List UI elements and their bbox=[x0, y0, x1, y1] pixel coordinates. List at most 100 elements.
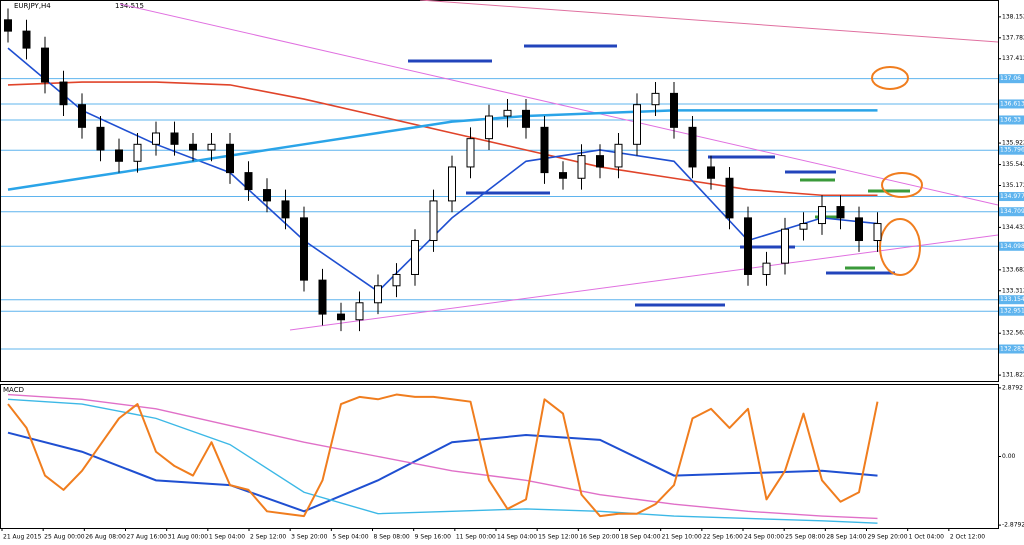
level-label: 132.283 bbox=[1000, 346, 1024, 353]
candle-body bbox=[485, 115, 493, 140]
candle-body bbox=[596, 155, 604, 168]
candle-body bbox=[540, 126, 549, 174]
level-label-box bbox=[999, 207, 1024, 217]
x-tick-label: 5 Sep 04:00 bbox=[332, 534, 368, 541]
x-tick-label: 2 Sep 12:00 bbox=[250, 534, 286, 541]
main-frame bbox=[0, 0, 999, 382]
candle-body bbox=[374, 285, 382, 304]
candle-body bbox=[4, 19, 12, 32]
y-tick-label: 131.822 bbox=[1002, 372, 1024, 379]
x-tick-label: 1 Sep 04:00 bbox=[209, 534, 245, 541]
candle-body bbox=[448, 166, 456, 202]
x-tick-label: 18 Sep 04:00 bbox=[621, 534, 661, 541]
candle-body bbox=[781, 228, 789, 264]
candle-body bbox=[41, 47, 49, 83]
y-tick-label: 134.432 bbox=[1002, 224, 1024, 231]
level-label: 134.098 bbox=[1000, 243, 1024, 250]
y-tick-label: 135.542 bbox=[1002, 161, 1024, 168]
candle-body bbox=[744, 217, 752, 275]
y-tick-label: 132.562 bbox=[1002, 330, 1024, 337]
candle-body bbox=[836, 206, 845, 219]
level-label: 133.154 bbox=[1000, 296, 1024, 303]
candle-body bbox=[170, 132, 179, 145]
level-label: 135.796 bbox=[1000, 147, 1024, 154]
x-tick-label: 25 Aug 00:00 bbox=[44, 534, 85, 541]
level-label-box bbox=[999, 99, 1024, 109]
annotation bbox=[119, 3, 999, 206]
macd-line bbox=[7, 431, 878, 513]
level-label-box bbox=[999, 74, 1024, 84]
candle-body bbox=[429, 200, 438, 242]
x-tick-label: 1 Oct 04:00 bbox=[909, 534, 944, 541]
candle-body bbox=[96, 126, 105, 151]
y-tick-label: 135.172 bbox=[1002, 182, 1024, 189]
candle-body bbox=[411, 240, 419, 275]
candle-body bbox=[873, 223, 882, 242]
candle-body bbox=[725, 177, 734, 219]
y-tick-label: 0.00 bbox=[1002, 453, 1016, 460]
y-tick-label: 135.922 bbox=[1002, 140, 1024, 147]
candle-body bbox=[300, 217, 308, 281]
candle-body bbox=[651, 92, 660, 106]
level-label: 134.709 bbox=[1000, 208, 1024, 215]
candle-body bbox=[633, 104, 641, 145]
x-tick-label: 15 Sep 12:00 bbox=[538, 534, 578, 541]
x-tick-label: 27 Aug 16:00 bbox=[127, 534, 168, 541]
y-tick-label: 133.312 bbox=[1002, 287, 1024, 294]
level-label-box bbox=[999, 344, 1024, 354]
x-tick-label: 22 Sep 16:00 bbox=[703, 534, 743, 541]
candle-body bbox=[244, 172, 253, 191]
candle-body bbox=[152, 132, 160, 145]
candle-body bbox=[115, 149, 123, 162]
x-tick-label: 11 Sep 00:00 bbox=[456, 534, 496, 541]
candle-body bbox=[318, 279, 327, 315]
y-tick-label: 138.152 bbox=[1002, 13, 1024, 20]
moving-average bbox=[7, 81, 878, 197]
x-tick-label: 26 Aug 08:00 bbox=[85, 534, 126, 541]
level-label: 132.951 bbox=[1000, 308, 1024, 315]
macd-title: MACD bbox=[3, 386, 24, 394]
level-label: 134.977 bbox=[1000, 193, 1024, 200]
candle-body bbox=[577, 155, 586, 179]
candle-body bbox=[281, 200, 290, 219]
candle-body bbox=[503, 109, 512, 117]
candle-body bbox=[688, 126, 697, 168]
x-tick-label: 21 Aug 2015 bbox=[3, 534, 42, 541]
x-tick-label: 24 Sep 00:00 bbox=[744, 534, 784, 541]
candle-body bbox=[189, 143, 197, 151]
candle-body bbox=[337, 313, 345, 321]
oscillator-line bbox=[7, 393, 879, 518]
x-tick-label: 2 Oct 12:00 bbox=[950, 534, 985, 541]
y-tick-label: 2.8792 bbox=[1002, 384, 1023, 391]
candle-body bbox=[133, 143, 142, 162]
candle-body bbox=[263, 189, 271, 202]
x-tick-label: 16 Sep 20:00 bbox=[579, 534, 619, 541]
candle-body bbox=[614, 143, 623, 168]
annotation bbox=[419, 0, 999, 43]
candle-body bbox=[522, 109, 530, 128]
x-tick-label: 3 Sep 20:00 bbox=[291, 534, 327, 541]
annotation bbox=[871, 66, 909, 90]
candle-body bbox=[818, 206, 826, 225]
macd-line bbox=[7, 393, 878, 520]
x-tick-label: 21 Sep 10:00 bbox=[662, 534, 702, 541]
y-tick-label: 133.682 bbox=[1002, 266, 1024, 273]
x-tick-label: 8 Sep 08:00 bbox=[374, 534, 410, 541]
level-label: 137.06 bbox=[1000, 75, 1021, 82]
level-label-box bbox=[999, 145, 1024, 155]
candle-body bbox=[466, 138, 475, 168]
candle-body bbox=[226, 143, 234, 174]
candle-body bbox=[799, 223, 808, 230]
x-tick-label: 31 Aug 00:00 bbox=[168, 534, 209, 541]
y-tick-label: 137.782 bbox=[1002, 34, 1024, 41]
level-label-box bbox=[999, 295, 1024, 305]
level-label-box bbox=[999, 241, 1024, 251]
x-tick-label: 25 Sep 08:00 bbox=[785, 534, 825, 541]
level-label-box bbox=[999, 115, 1024, 125]
level-label-box bbox=[999, 306, 1024, 316]
moving-average bbox=[7, 109, 878, 191]
x-tick-label: 9 Sep 16:00 bbox=[415, 534, 451, 541]
candle-body bbox=[355, 302, 364, 321]
level-label: 136.613 bbox=[1000, 100, 1024, 107]
